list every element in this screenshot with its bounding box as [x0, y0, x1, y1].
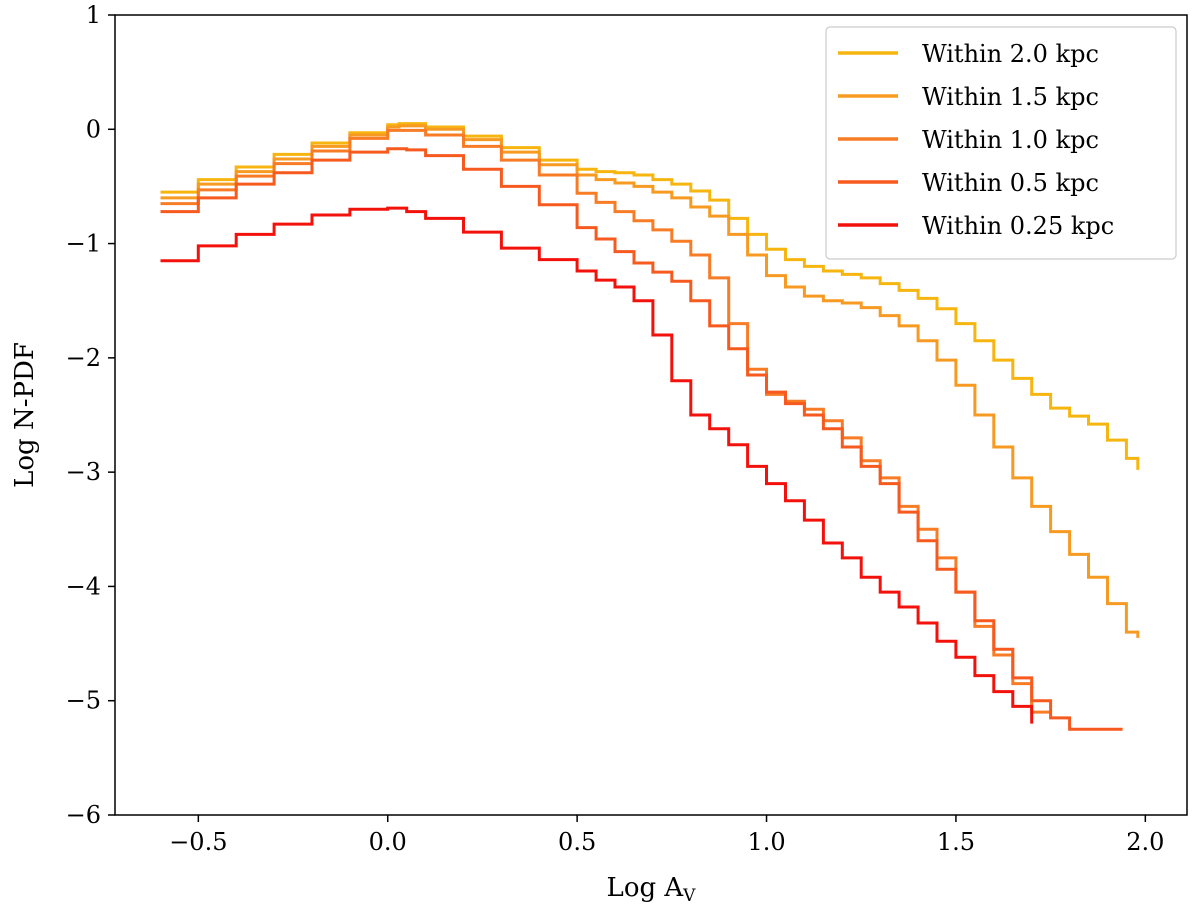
x-tick-label: 1.0: [747, 828, 785, 856]
legend: Within 2.0 kpc Within 1.5 kpc Within 1.0 k…: [825, 26, 1177, 260]
x-tick-label: 0.0: [369, 828, 407, 856]
legend-label-0: Within 2.0 kpc: [922, 40, 1099, 68]
y-tick-label: −6: [66, 801, 101, 829]
legend-box: [825, 26, 1177, 260]
y-tick-label: 1: [86, 1, 101, 29]
y-axis-ticks: −6 −5 −4 −3 −2 −1 0 1: [66, 1, 115, 829]
y-tick-label: −4: [66, 572, 101, 600]
y-tick-label: −2: [66, 344, 101, 372]
x-tick-label: −0.5: [169, 828, 227, 856]
series-line-1: [160, 124, 1140, 638]
legend-label-2: Within 1.0 kpc: [922, 126, 1099, 154]
y-tick-label: 0: [86, 115, 101, 143]
series-layer: [160, 122, 1140, 731]
x-axis-label: Log AV: [607, 873, 697, 906]
x-tick-label: 1.5: [937, 828, 975, 856]
y-tick-label: −5: [66, 687, 101, 715]
legend-label-4: Within 0.25 kpc: [922, 212, 1114, 240]
series-line-3: [160, 147, 1123, 731]
y-tick-label: −1: [66, 230, 101, 258]
series-line-4: [160, 206, 1034, 724]
x-tick-label: 0.5: [558, 828, 596, 856]
plot-frame: [114, 14, 1188, 816]
y-axis-label: Log N-PDF: [10, 342, 40, 488]
y-tick-label: −3: [66, 458, 101, 486]
legend-label-1: Within 1.5 kpc: [922, 83, 1099, 111]
legend-label-3: Within 0.5 kpc: [922, 169, 1099, 197]
x-tick-label: 2.0: [1126, 828, 1164, 856]
x-axis-ticks: −0.5 0.0 0.5 1.0 1.5 2.0: [169, 815, 1164, 856]
series-line-2: [160, 128, 1051, 714]
